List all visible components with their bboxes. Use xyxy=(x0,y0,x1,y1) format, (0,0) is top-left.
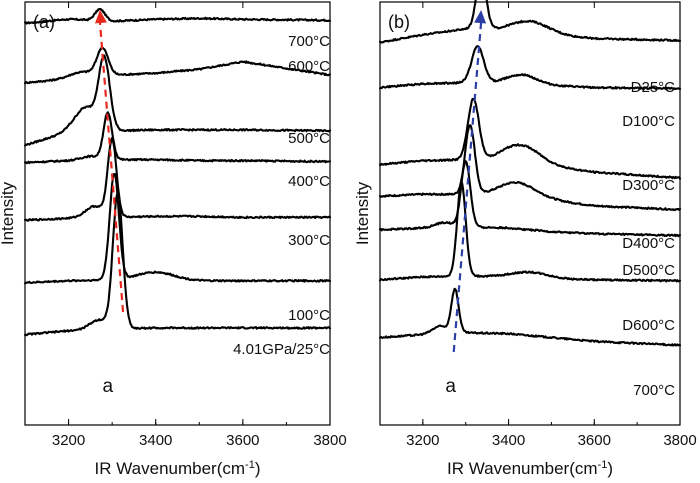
trace-b-D300C xyxy=(378,97,682,180)
x-tick-label-b-3600: 3600 xyxy=(578,432,611,449)
trace-label-b-1: D100°C xyxy=(622,113,675,130)
x-axis-label-b: IR Wavenumber(cm-1) xyxy=(447,459,613,478)
trace-label-b-6: 700°C xyxy=(633,382,675,399)
trace-label-a-1: 600°C xyxy=(288,58,330,75)
trace-b-D400C xyxy=(378,124,682,212)
x-axis-label-a: IR Wavenumber(cm-1) xyxy=(95,459,261,478)
trace-label-b-2: D300°C xyxy=(622,177,675,194)
trace-a-600C xyxy=(23,46,332,85)
trace-label-a-5: 100°C xyxy=(288,307,330,324)
trace-label-a-3: 400°C xyxy=(288,173,330,190)
trace-label-a-4: 300°C xyxy=(288,232,330,249)
x-tick-label-b-3800: 3800 xyxy=(663,432,696,449)
trace-label-a-2: 500°C xyxy=(288,130,330,147)
plot-frame-a xyxy=(24,1,331,426)
shift-arrow-head-b xyxy=(474,10,487,24)
x-tick-label-b-3400: 3400 xyxy=(492,432,525,449)
shift-arrow-head-a xyxy=(94,10,107,24)
trace-b-D600C xyxy=(378,180,682,283)
trace-b-D25C xyxy=(378,0,682,44)
plot-frame-b xyxy=(379,1,681,426)
trace-a-500C xyxy=(23,54,332,147)
panel-a: 3200 3400 3600 3800 IR Wavenumber(cm-1) Inten… xyxy=(0,1,347,478)
trace-a-100C xyxy=(23,172,332,285)
x-tick-label-a-3400: 3400 xyxy=(139,432,172,449)
panel-b: 3200 3400 3600 3800 IR Wavenumber(cm-1) Inten… xyxy=(353,0,697,478)
trace-label-b-3: D400°C xyxy=(622,235,675,252)
trace-b-700C xyxy=(378,287,682,347)
y-axis-label-b: Intensity xyxy=(353,181,372,245)
x-tick-label-a-3600: 3600 xyxy=(226,432,259,449)
shift-arrow-line-a xyxy=(98,21,125,313)
peak-label-b: a xyxy=(445,376,456,397)
x-tick-label-a-3200: 3200 xyxy=(52,432,85,449)
panel-label-b: (b) xyxy=(388,12,410,32)
x-tick-label-a-3800: 3800 xyxy=(313,432,346,449)
x-tick-label-b-3200: 3200 xyxy=(406,432,439,449)
trace-a-700C xyxy=(23,7,332,25)
trace-b-D500C xyxy=(378,160,682,238)
trace-a-400C xyxy=(23,111,332,165)
y-axis-label-a: Intensity xyxy=(0,181,17,245)
trace-label-a-6: 4.01GPa/25°C xyxy=(233,341,330,358)
trace-label-b-4: D500°C xyxy=(622,262,675,279)
trace-b-D100C xyxy=(378,45,682,91)
trace-a-401GPa25C xyxy=(23,191,332,337)
trace-label-a-0: 700°C xyxy=(288,33,330,50)
trace-a-300C xyxy=(23,137,332,222)
peak-label-a: a xyxy=(102,376,113,397)
trace-label-b-5: D600°C xyxy=(622,317,675,334)
